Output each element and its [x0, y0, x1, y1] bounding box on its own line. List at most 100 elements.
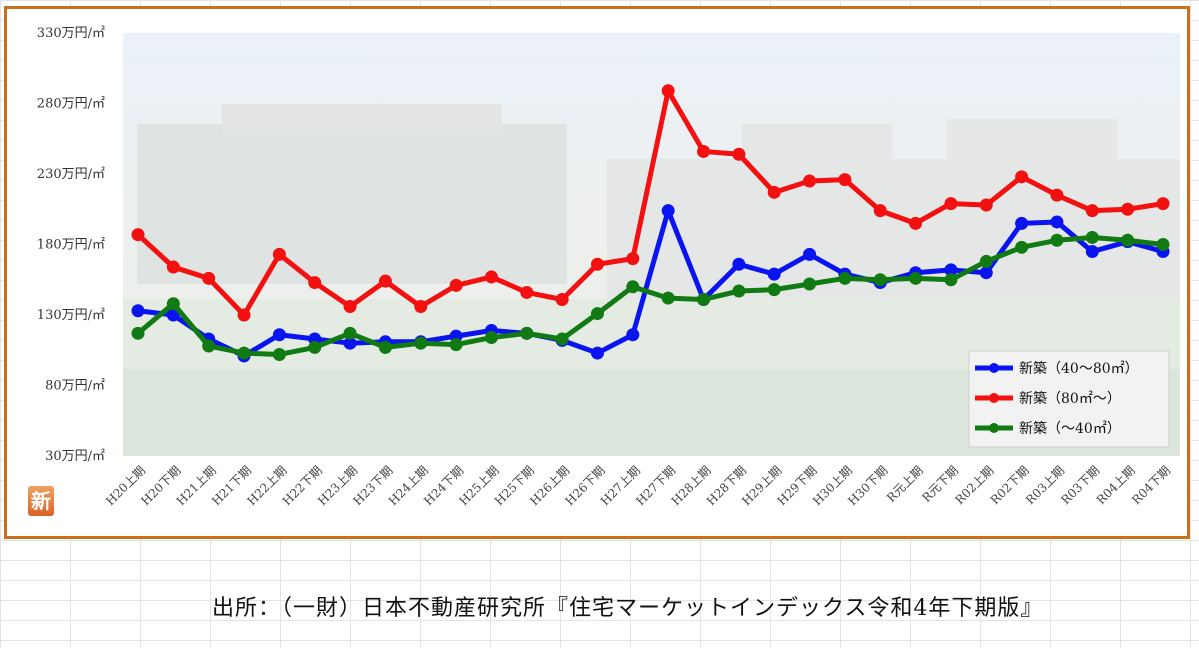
logo-badge: 新 [28, 486, 54, 516]
data-point [166, 297, 180, 311]
data-point [414, 300, 428, 314]
data-point [803, 174, 817, 188]
data-point [555, 332, 569, 346]
legend-label: 新築（80㎡～） [1019, 391, 1121, 407]
data-point [590, 257, 604, 271]
data-point [732, 147, 746, 161]
data-point [697, 144, 711, 158]
data-point [237, 346, 251, 360]
data-point [308, 276, 322, 290]
data-point [626, 280, 640, 294]
data-point [484, 331, 498, 345]
data-point [1085, 230, 1099, 244]
data-point [202, 271, 216, 285]
data-point [378, 274, 392, 288]
data-point [979, 266, 993, 280]
data-point [131, 304, 145, 318]
data-point [803, 247, 817, 261]
x-tick-label: R04下期 [1129, 463, 1173, 507]
data-point [308, 340, 322, 354]
data-point [909, 216, 923, 230]
data-point [449, 278, 463, 292]
y-tick-label: 30万円/㎡ [45, 449, 105, 464]
series-2 [131, 230, 1170, 361]
data-point [732, 257, 746, 271]
building-photo-background [123, 33, 1180, 456]
data-point [484, 270, 498, 284]
line-chart: 330万円/㎡ 280万円/㎡ 230万円/㎡ 180万円/㎡ 130万円/㎡ 80万円/… [37, 26, 1180, 508]
data-point [838, 271, 852, 285]
data-point [378, 340, 392, 354]
series-line [136, 88, 1164, 318]
source-caption: 出所：（一財）日本不動産研究所『住宅マーケットインデックス令和4年下期版』 [212, 596, 1044, 621]
data-point [873, 273, 887, 287]
legend-swatch-marker [989, 363, 999, 373]
data-point [166, 308, 180, 322]
data-point [237, 308, 251, 322]
x-axis: H20上期H20下期H21上期H21下期H22上期H22下期H23上期H23下期… [103, 463, 1173, 508]
y-tick-label: 230万円/㎡ [37, 167, 105, 182]
data-point [944, 273, 958, 287]
data-point [131, 228, 145, 242]
data-point [1085, 245, 1099, 259]
data-point [590, 307, 604, 321]
data-point [1156, 197, 1170, 211]
data-point [343, 336, 357, 350]
data-point [449, 338, 463, 352]
legend-label: 新築（～40㎡） [1019, 421, 1121, 437]
data-point [1121, 233, 1135, 247]
data-point [732, 284, 746, 298]
y-tick-label: 330万円/㎡ [37, 26, 105, 41]
y-tick-label: 180万円/㎡ [37, 238, 105, 253]
y-axis: 330万円/㎡ 280万円/㎡ 230万円/㎡ 180万円/㎡ 130万円/㎡ 80万円/… [37, 26, 105, 464]
data-point [979, 198, 993, 212]
data-point [767, 283, 781, 297]
data-point [873, 204, 887, 218]
data-point [272, 347, 286, 361]
data-point [767, 267, 781, 281]
data-point [661, 291, 675, 305]
data-point [1050, 233, 1064, 247]
y-tick-label: 80万円/㎡ [45, 379, 105, 394]
y-tick-label: 130万円/㎡ [37, 308, 105, 323]
x-tick-label: H30下期 [845, 463, 890, 508]
legend: 新築（40～80㎡） 新築（80㎡～） 新築（～40㎡） [968, 350, 1170, 448]
series-1 [131, 84, 1170, 322]
y-tick-label: 280万円/㎡ [37, 97, 105, 112]
x-tick-label: R元上期 [884, 463, 926, 505]
data-point [626, 328, 640, 342]
data-point [909, 271, 923, 285]
data-point [1015, 170, 1029, 184]
data-point [944, 197, 958, 211]
legend-swatch-marker [989, 423, 999, 433]
data-point [979, 254, 993, 268]
data-point [520, 326, 534, 340]
data-point [697, 292, 711, 306]
legend-label: 新築（40～80㎡） [1019, 361, 1139, 377]
data-point [661, 84, 675, 98]
data-point [131, 326, 145, 340]
data-point [838, 173, 852, 187]
data-point [555, 292, 569, 306]
data-point [202, 339, 216, 353]
data-point [1015, 216, 1029, 230]
data-point [272, 328, 286, 342]
data-point [520, 285, 534, 299]
data-point [767, 185, 781, 199]
data-point [1156, 238, 1170, 251]
series-layer [131, 84, 1170, 363]
data-point [1050, 188, 1064, 202]
data-point [166, 260, 180, 274]
data-point [1050, 215, 1064, 229]
data-point [343, 326, 357, 340]
legend-swatch-marker [989, 393, 999, 403]
data-point [590, 346, 604, 360]
data-point [1015, 240, 1029, 254]
data-point [1085, 204, 1099, 218]
data-point [803, 277, 817, 291]
data-point [1121, 202, 1135, 216]
data-point [661, 204, 675, 218]
data-point [626, 252, 640, 266]
data-point [272, 247, 286, 261]
data-point [944, 263, 958, 277]
